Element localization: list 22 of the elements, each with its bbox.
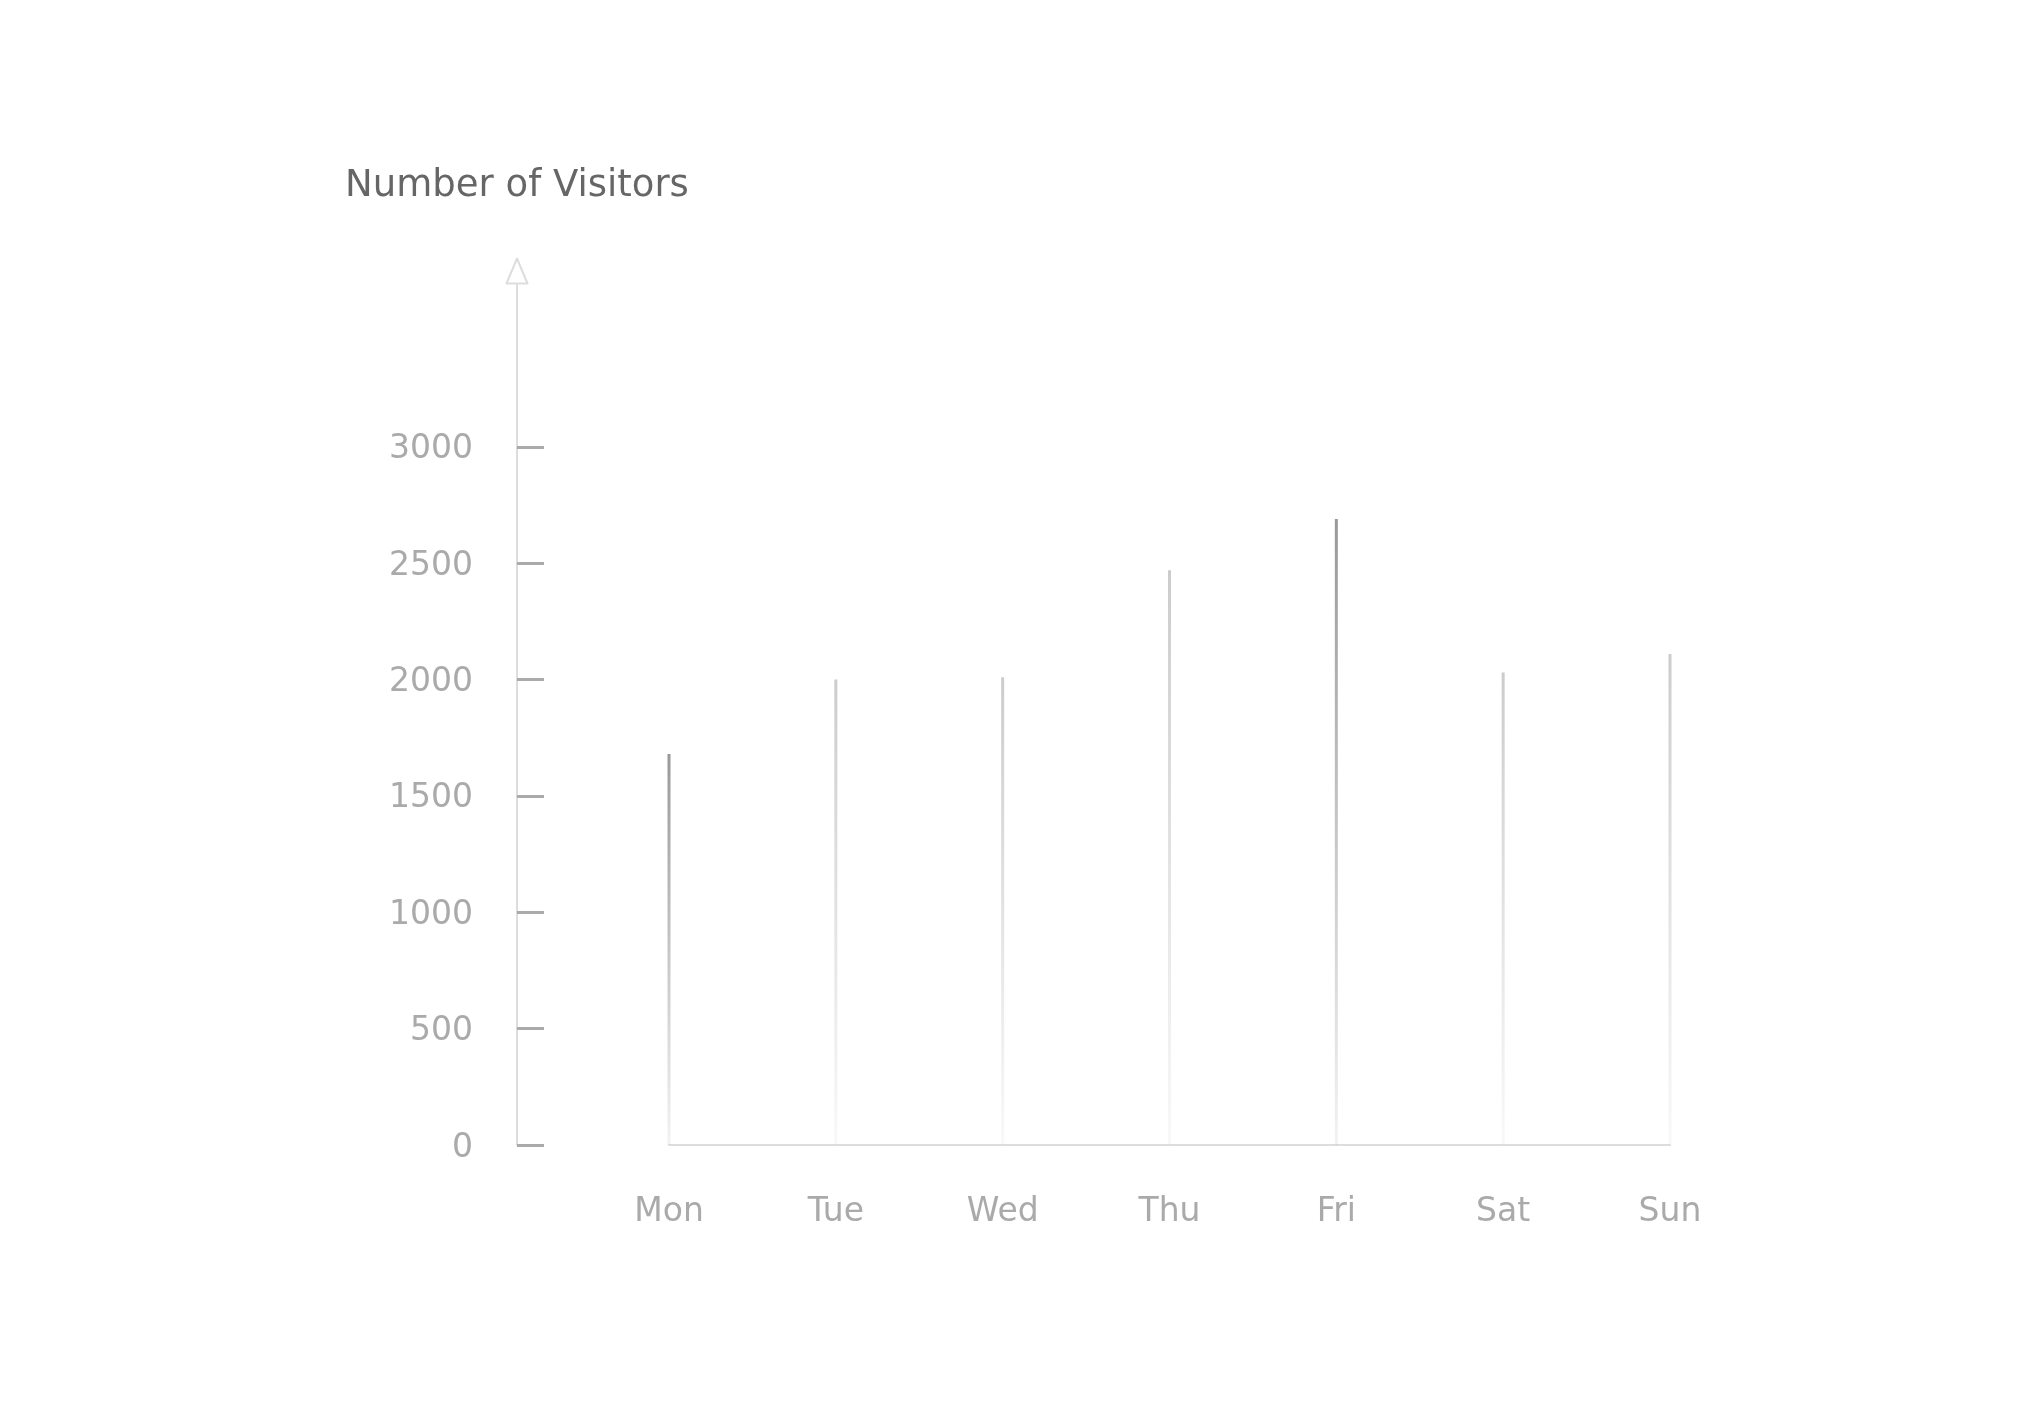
bar [1668, 654, 1672, 1145]
x-tick-label: Thu [1137, 1190, 1201, 1229]
x-tick-label: Mon [634, 1190, 704, 1229]
y-tick-label: 2000 [389, 660, 473, 700]
y-tick-label: 0 [452, 1125, 473, 1165]
y-tick-label: 1000 [389, 892, 473, 932]
y-tick-label: 1500 [389, 776, 473, 816]
y-tick-label: 500 [410, 1009, 473, 1049]
bar [1168, 570, 1171, 1145]
bar [1501, 672, 1505, 1145]
bar [834, 679, 838, 1145]
bar [1001, 677, 1005, 1145]
x-tick-label: Fri [1316, 1190, 1356, 1229]
y-tick-label: 2500 [389, 543, 473, 583]
bar [667, 754, 671, 1145]
y-tick-label: 3000 [389, 427, 473, 467]
x-tick-label: Sat [1476, 1190, 1531, 1229]
x-tick-label: Wed [966, 1190, 1039, 1229]
x-tick-label: Sun [1638, 1190, 1702, 1229]
x-tick-label: Tue [806, 1190, 865, 1229]
y-axis-title: Number of Visitors [345, 162, 689, 205]
bar [1334, 519, 1338, 1145]
